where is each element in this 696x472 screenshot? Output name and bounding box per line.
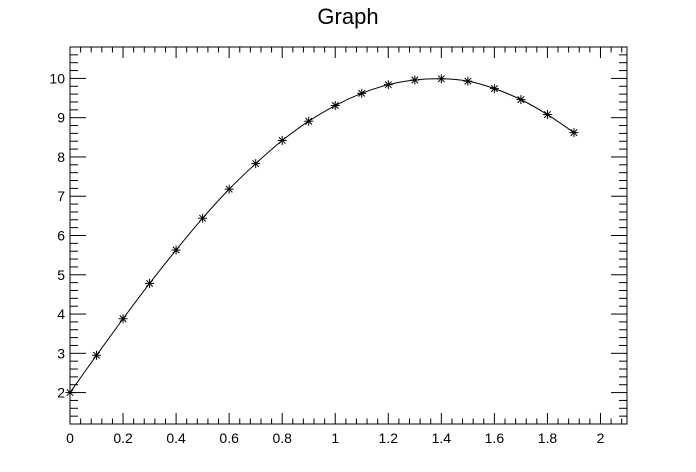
x-axis: 0 0.2 0.4 0.6 0.8 1 1.2 1.4 1.6 1.8 2 (66, 47, 623, 446)
data-point (542, 110, 552, 120)
x-tick-label: 1.6 (485, 430, 505, 446)
data-point (224, 184, 234, 194)
data-point (118, 314, 128, 324)
x-tick-label: 0.2 (113, 430, 133, 446)
y-tick-label: 3 (57, 345, 65, 361)
y-axis: 2 3 4 5 6 7 8 9 10 (49, 46, 627, 425)
x-tick-label: 0.6 (219, 430, 239, 446)
y-tick-label: 2 (57, 385, 65, 401)
data-point (330, 101, 340, 111)
plot-frame (69, 46, 628, 425)
series-line-group (69, 78, 575, 393)
data-point (489, 84, 499, 94)
data-point (277, 135, 287, 145)
y-tick-label: 8 (57, 149, 65, 165)
y-tick-label: 4 (57, 306, 65, 322)
x-tick-label: 1.2 (379, 430, 399, 446)
x-tick-label: 0.8 (272, 430, 292, 446)
y-tick-label: 6 (57, 228, 65, 244)
x-tick-label: 1.8 (538, 430, 558, 446)
data-point (251, 159, 261, 169)
y-tick-label: 7 (57, 188, 65, 204)
data-point (516, 95, 526, 105)
y-tick-label: 9 (57, 110, 65, 126)
x-tick-label: 1.4 (432, 430, 452, 446)
data-point (145, 278, 155, 288)
data-point (65, 388, 75, 398)
data-point (463, 76, 473, 86)
data-point (410, 75, 420, 85)
x-tick-label: 0.4 (166, 430, 186, 446)
x-tick-label: 2 (597, 430, 605, 446)
chart-title: Graph (317, 4, 378, 29)
data-point (569, 128, 579, 138)
markers-group (65, 74, 579, 398)
data-point (198, 213, 208, 223)
data-point (171, 245, 181, 255)
series-line (69, 78, 575, 393)
data-point (357, 88, 367, 98)
x-tick-label: 1 (331, 430, 339, 446)
data-point (383, 80, 393, 90)
data-point (304, 116, 314, 126)
y-tick-label: 10 (49, 70, 65, 86)
data-point (436, 74, 446, 84)
y-tick-label: 5 (57, 267, 65, 283)
x-tick-label: 0 (66, 430, 74, 446)
data-point (92, 350, 102, 360)
